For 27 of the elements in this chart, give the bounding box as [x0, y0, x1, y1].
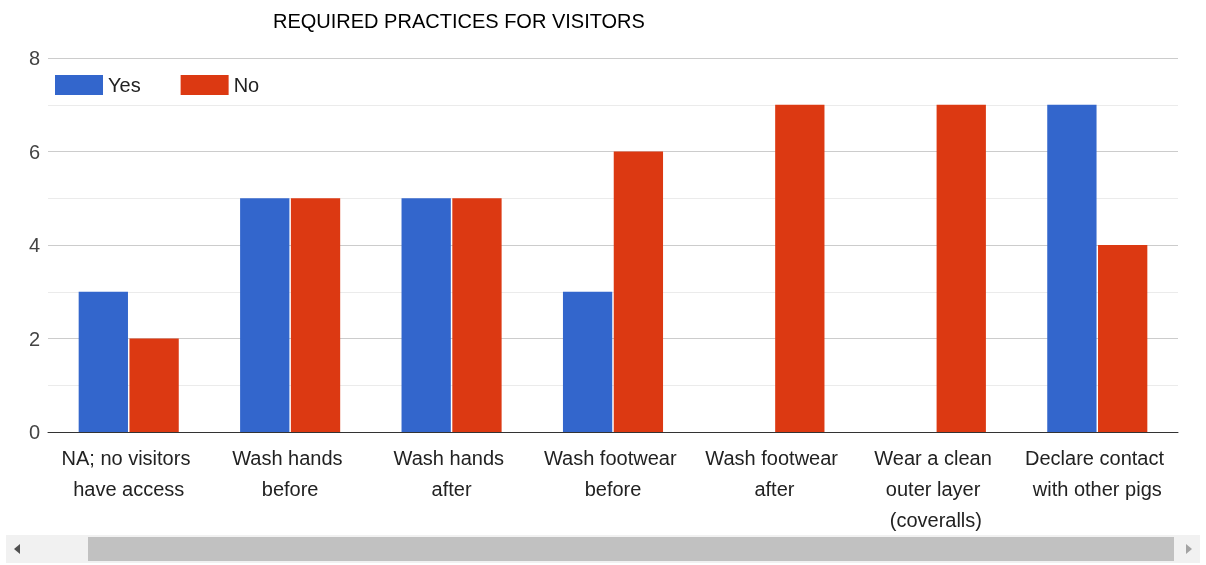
bar [1047, 104, 1097, 432]
bar [401, 198, 451, 432]
bar [78, 291, 128, 432]
bar [936, 104, 986, 432]
y-tick-label: 6 [28, 140, 40, 163]
bar [290, 198, 341, 432]
x-tick-label: Wash hands before [232, 446, 349, 500]
legend-label: Yes [108, 74, 141, 96]
legend-label: No [233, 74, 260, 96]
y-tick-label: 8 [28, 47, 40, 69]
x-tick-label: Wash footwear after [705, 446, 844, 500]
bar [613, 151, 664, 432]
y-tick-label: 4 [28, 234, 40, 256]
bar [562, 291, 613, 432]
x-tick-label: Wash hands after [393, 446, 510, 500]
chart-title: REQUIRED PRACTICES FOR VISITORS [273, 10, 645, 32]
bar [452, 198, 502, 432]
y-tick-label: 0 [28, 421, 40, 443]
bar [129, 338, 179, 432]
bar [240, 198, 290, 432]
x-tick-label: Declare contact with other pigs [1025, 446, 1170, 500]
x-tick-label: Wear a clean outer layer (coveralls) [874, 446, 998, 531]
bar [1098, 245, 1148, 432]
bar [775, 104, 825, 432]
x-tick-label: Wash footwear before [543, 446, 683, 500]
x-tick-label: NA; no visitors have access [61, 446, 196, 500]
y-tick-label: 2 [28, 327, 40, 350]
